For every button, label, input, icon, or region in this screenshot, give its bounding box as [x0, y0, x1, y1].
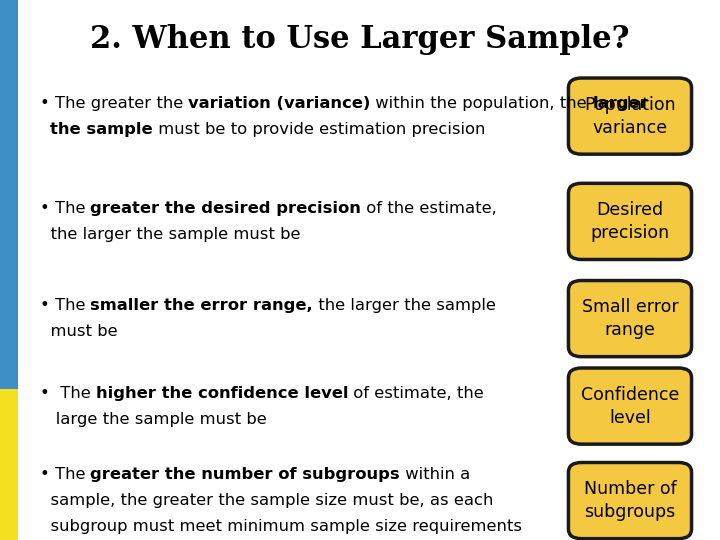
Text: subgroup must meet minimum sample size requirements: subgroup must meet minimum sample size r…	[40, 519, 521, 534]
Text: of the estimate,: of the estimate,	[361, 201, 497, 216]
Text: within the population, the: within the population, the	[371, 96, 593, 111]
Text: larger: larger	[593, 96, 648, 111]
FancyBboxPatch shape	[569, 281, 692, 357]
Text: variation (variance): variation (variance)	[188, 96, 371, 111]
Text: higher the confidence level: higher the confidence level	[96, 386, 348, 401]
Text: sample, the greater the sample size must be, as each: sample, the greater the sample size must…	[40, 493, 493, 508]
Text: • The: • The	[40, 298, 90, 313]
Text: the sample: the sample	[50, 122, 153, 137]
FancyBboxPatch shape	[0, 0, 18, 389]
Text: within a: within a	[400, 467, 470, 482]
Text: large the sample must be: large the sample must be	[40, 411, 266, 427]
Text: of estimate, the: of estimate, the	[348, 386, 484, 401]
Text: must be: must be	[40, 324, 117, 339]
FancyBboxPatch shape	[569, 368, 692, 444]
FancyBboxPatch shape	[569, 78, 692, 154]
Text: the larger the sample must be: the larger the sample must be	[40, 227, 300, 242]
Text: Population
variance: Population variance	[584, 96, 676, 137]
Text: •  The: • The	[40, 386, 96, 401]
Text: greater the number of subgroups: greater the number of subgroups	[90, 467, 400, 482]
Text: Small error
range: Small error range	[582, 298, 678, 339]
Text: • The greater the: • The greater the	[40, 96, 188, 111]
Text: • The: • The	[40, 201, 90, 216]
Text: must be to provide estimation precision: must be to provide estimation precision	[153, 122, 485, 137]
Text: the larger the sample: the larger the sample	[313, 298, 496, 313]
Text: Number of
subgroups: Number of subgroups	[584, 480, 676, 521]
Text: smaller the error range,: smaller the error range,	[90, 298, 313, 313]
Text: Confidence
level: Confidence level	[581, 386, 679, 427]
Text: 2. When to Use Larger Sample?: 2. When to Use Larger Sample?	[90, 24, 630, 55]
Text: greater the desired precision: greater the desired precision	[90, 201, 361, 216]
FancyBboxPatch shape	[569, 184, 692, 260]
FancyBboxPatch shape	[569, 462, 692, 539]
FancyBboxPatch shape	[0, 389, 18, 540]
Text: • The: • The	[40, 467, 90, 482]
Text: Desired
precision: Desired precision	[590, 201, 670, 242]
